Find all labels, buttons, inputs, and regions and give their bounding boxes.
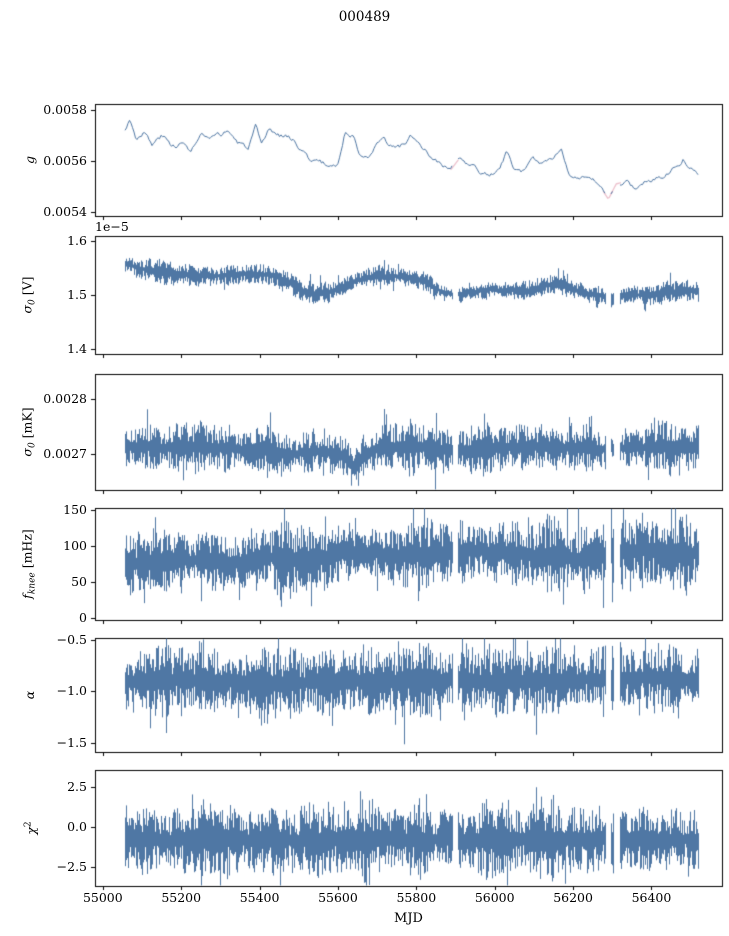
y-tick-label: −1.5: [56, 734, 87, 750]
x-tick-label: 55600: [318, 890, 358, 905]
x-tick-label: 55400: [239, 890, 280, 905]
y-tick-label: 0.0027: [43, 446, 87, 462]
x-tick-label: 55200: [161, 890, 202, 905]
y-tick-label: 1.5: [67, 287, 87, 302]
y-tick-label: 0.0028: [43, 390, 87, 406]
y-tick-label: 1.4: [67, 340, 87, 356]
y-axis-label: σ0 [mK]: [19, 407, 38, 457]
x-tick-label: 55000: [82, 890, 123, 905]
y-tick-label: 0.0058: [43, 102, 87, 118]
x-tick-label: 56000: [474, 890, 515, 905]
y-tick-label: −0.5: [56, 632, 87, 648]
y-tick-label: 0.0: [67, 819, 87, 835]
y-tick-label: 0.0056: [43, 153, 87, 169]
y-tick-label: 100: [63, 538, 87, 554]
x-axis-label: MJD: [394, 911, 423, 926]
y-tick-label: −1.0: [56, 683, 87, 699]
x-tick-label: 56400: [631, 890, 672, 905]
y-tick-label: 0.0054: [43, 203, 87, 219]
axis-offset-text: 1e−5: [95, 219, 129, 234]
y-tick-label: 150: [63, 502, 87, 518]
chart-title: 000489: [338, 9, 391, 25]
y-tick-label: 2.5: [67, 779, 87, 795]
x-tick-label: 56200: [553, 890, 593, 905]
y-axis-label: α: [22, 690, 37, 700]
y-axis-label: χ2: [23, 821, 39, 835]
y-tick-label: 50: [71, 573, 87, 589]
x-tick-label: 55800: [396, 890, 437, 905]
y-axis-label: fknee [mHz]: [19, 529, 38, 599]
y-axis-label: g: [22, 155, 37, 165]
y-tick-label: −2.5: [56, 858, 87, 874]
y-axis-label: σ0 [V]: [19, 276, 38, 314]
y-tick-label: 0: [79, 609, 87, 625]
y-tick-label: 1.6: [67, 233, 87, 249]
